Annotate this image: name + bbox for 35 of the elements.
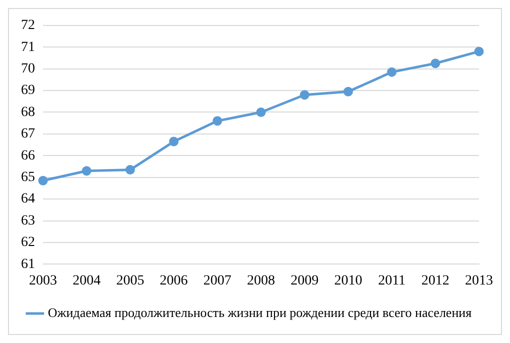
x-tick-label: 2006 — [160, 273, 188, 288]
point — [125, 165, 135, 175]
y-tick-label: 67 — [21, 126, 35, 142]
point — [300, 90, 310, 100]
point — [82, 166, 92, 176]
point — [474, 46, 484, 56]
y-tick-label: 66 — [21, 148, 35, 164]
y-tick-label: 68 — [21, 104, 35, 120]
y-tick-label: 62 — [21, 235, 35, 250]
y-tick-label: 63 — [21, 213, 35, 228]
x-tick-label: 2011 — [378, 273, 406, 288]
x-tick-label: 2013 — [465, 273, 493, 288]
x-tick-label: 2009 — [290, 273, 319, 288]
x-tick-label: 2012 — [421, 273, 450, 288]
y-tick-label: 69 — [21, 83, 35, 98]
point — [212, 116, 222, 126]
y-tick-label: 64 — [21, 192, 35, 207]
y-tick-label: 72 — [21, 18, 35, 34]
x-tick-label: 2004 — [72, 273, 101, 288]
y-tick-label: 61 — [21, 256, 35, 272]
x-tick-label: 2010 — [334, 273, 362, 288]
point — [430, 58, 440, 68]
x-tick-label: 2003 — [29, 273, 57, 288]
legend-label: Ожидаемая продолжительность жизни при рождении среди всего населения — [48, 304, 472, 320]
x-tick-label: 2007 — [203, 273, 232, 288]
y-tick-label: 71 — [21, 40, 35, 55]
y-tick-label: 70 — [21, 61, 35, 76]
x-tick-label: 2005 — [116, 273, 144, 288]
x-tick-label: 2008 — [247, 273, 275, 288]
point — [387, 67, 397, 77]
point — [343, 86, 353, 96]
point — [256, 107, 266, 117]
point — [38, 176, 48, 186]
y-tick-label: 65 — [21, 170, 35, 186]
point — [169, 136, 179, 146]
